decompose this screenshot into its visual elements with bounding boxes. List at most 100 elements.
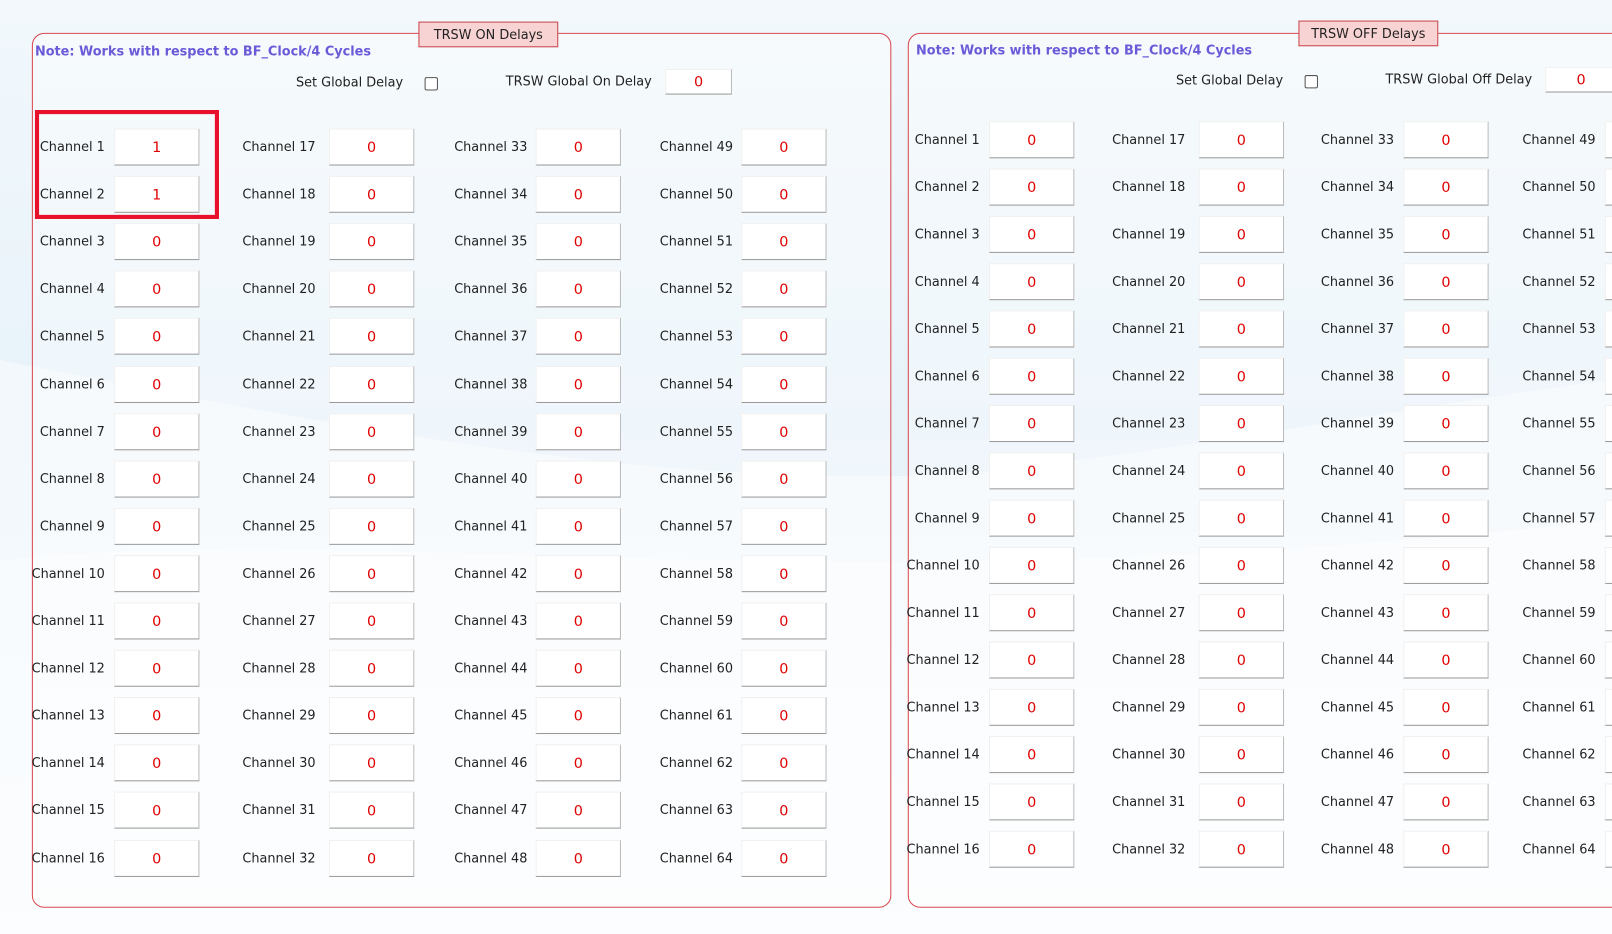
channel-input[interactable]: 1 [114,175,200,213]
channel-input[interactable]: 0 [535,365,621,403]
channel-input[interactable]: 0 [741,175,827,213]
channel-input[interactable]: 0 [328,507,415,545]
channel-input[interactable]: 0 [114,697,200,735]
channel-input[interactable]: 0 [1198,121,1285,159]
channel-input[interactable]: 0 [988,688,1075,726]
channel-input[interactable] [1604,546,1612,584]
channel-input[interactable] [1604,783,1612,821]
channel-input[interactable]: 0 [741,649,827,687]
channel-input[interactable]: 0 [1403,688,1489,726]
channel-input[interactable] [1604,357,1612,395]
channel-input[interactable]: 0 [741,223,827,261]
channel-input[interactable]: 0 [328,602,415,640]
channel-input[interactable]: 0 [535,223,621,261]
channel-input[interactable] [1604,830,1612,868]
channel-input[interactable] [1604,121,1612,159]
channel-input[interactable]: 0 [328,175,415,213]
channel-input[interactable]: 0 [114,412,200,450]
channel-input[interactable] [1604,452,1612,490]
channel-input[interactable] [1604,594,1612,632]
channel-input[interactable]: 0 [114,365,200,403]
channel-input[interactable]: 0 [1198,499,1285,537]
channel-input[interactable]: 0 [1198,783,1285,821]
channel-input[interactable]: 0 [1403,168,1489,206]
channel-input[interactable]: 0 [114,649,200,687]
channel-input[interactable]: 0 [1403,736,1489,774]
channel-input[interactable]: 0 [1198,357,1285,395]
channel-input[interactable]: 0 [741,602,827,640]
channel-input[interactable]: 0 [988,357,1075,395]
channel-input[interactable]: 0 [328,318,415,356]
channel-input[interactable] [1604,168,1612,206]
channel-input[interactable] [1604,499,1612,537]
channel-input[interactable]: 0 [114,602,200,640]
channel-input[interactable]: 0 [741,460,827,498]
channel-input[interactable]: 0 [328,460,415,498]
channel-input[interactable]: 0 [328,128,415,166]
channel-input[interactable]: 0 [1403,641,1489,679]
channel-input[interactable]: 0 [741,270,827,308]
channel-input[interactable]: 0 [988,736,1075,774]
channel-input[interactable]: 0 [328,223,415,261]
global-checkbox[interactable] [1304,75,1318,89]
channel-input[interactable]: 0 [1198,546,1285,584]
channel-input[interactable]: 0 [988,830,1075,868]
channel-input[interactable]: 0 [328,697,415,735]
channel-input[interactable]: 0 [741,839,827,877]
channel-input[interactable]: 0 [535,744,621,782]
channel-input[interactable]: 0 [535,649,621,687]
channel-input[interactable]: 0 [1403,783,1489,821]
channel-input[interactable]: 0 [535,792,621,830]
channel-input[interactable]: 0 [114,792,200,830]
global-delay-input[interactable]: 0 [1545,66,1612,93]
channel-input[interactable]: 0 [328,365,415,403]
channel-input[interactable]: 0 [741,128,827,166]
channel-input[interactable]: 0 [1403,594,1489,632]
channel-input[interactable]: 0 [988,263,1075,301]
channel-input[interactable]: 0 [114,839,200,877]
channel-input[interactable]: 0 [988,783,1075,821]
channel-input[interactable] [1604,263,1612,301]
channel-input[interactable]: 0 [988,121,1075,159]
channel-input[interactable]: 0 [1198,452,1285,490]
channel-input[interactable]: 0 [114,744,200,782]
channel-input[interactable]: 0 [741,697,827,735]
channel-input[interactable]: 0 [1198,310,1285,348]
channel-input[interactable]: 0 [1403,357,1489,395]
channel-input[interactable]: 0 [535,270,621,308]
channel-input[interactable]: 0 [988,546,1075,584]
channel-input[interactable] [1604,310,1612,348]
channel-input[interactable]: 0 [114,555,200,593]
channel-input[interactable]: 0 [535,507,621,545]
channel-input[interactable]: 0 [741,744,827,782]
channel-input[interactable]: 0 [1198,168,1285,206]
channel-input[interactable] [1604,641,1612,679]
channel-input[interactable]: 0 [1403,830,1489,868]
channel-input[interactable]: 0 [1198,641,1285,679]
channel-input[interactable]: 0 [328,744,415,782]
channel-input[interactable]: 0 [535,175,621,213]
channel-input[interactable]: 0 [535,318,621,356]
channel-input[interactable]: 0 [328,555,415,593]
channel-input[interactable]: 0 [988,499,1075,537]
channel-input[interactable]: 0 [741,412,827,450]
channel-input[interactable]: 0 [1403,215,1489,253]
channel-input[interactable]: 0 [1403,452,1489,490]
channel-input[interactable]: 0 [114,318,200,356]
channel-input[interactable]: 0 [1198,263,1285,301]
channel-input[interactable]: 0 [328,649,415,687]
channel-input[interactable]: 0 [1198,736,1285,774]
channel-input[interactable]: 0 [535,128,621,166]
global-delay-input[interactable]: 0 [665,68,732,95]
channel-input[interactable]: 0 [988,405,1075,443]
channel-input[interactable]: 0 [741,507,827,545]
channel-input[interactable]: 0 [1198,405,1285,443]
channel-input[interactable]: 0 [1198,594,1285,632]
channel-input[interactable]: 0 [535,460,621,498]
channel-input[interactable]: 0 [1403,263,1489,301]
channel-input[interactable] [1604,215,1612,253]
channel-input[interactable]: 0 [114,223,200,261]
channel-input[interactable]: 0 [1198,688,1285,726]
channel-input[interactable]: 0 [328,270,415,308]
channel-input[interactable]: 0 [114,507,200,545]
